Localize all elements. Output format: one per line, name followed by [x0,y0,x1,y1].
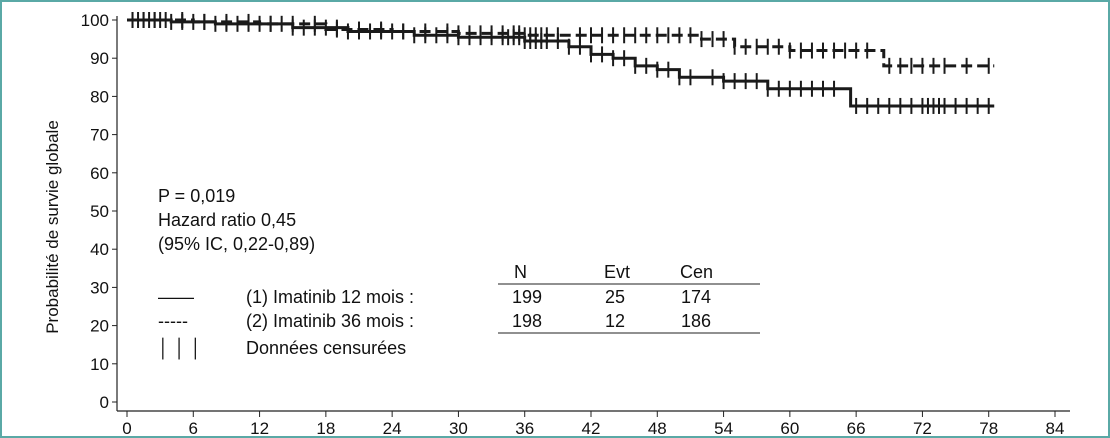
y-tick-label-60: 60 [90,164,109,183]
x-tick-label-42: 42 [582,419,601,436]
confidence-interval: (95% IC, 0,22-0,89) [158,234,315,254]
legend: N Evt Cen —— (1) Imatinib 12 mois : 199 … [158,262,760,360]
x-tick-label-24: 24 [383,419,402,436]
legend-header-evt: Evt [604,262,630,282]
legend-header-cen: Cen [680,262,713,282]
x-tick-label-72: 72 [913,419,932,436]
legend-label-12-months: (1) Imatinib 12 mois : [246,287,414,307]
y-tick-label-40: 40 [90,240,109,259]
legend-n-12-months: 199 [512,287,542,307]
legend-cen-12-months: 174 [681,287,711,307]
hazard-ratio: Hazard ratio 0,45 [158,210,296,230]
y-tick-label-0: 0 [100,393,109,412]
y-tick-label-80: 80 [90,87,109,106]
x-tick-label-0: 0 [122,419,131,436]
x-tick-label-66: 66 [847,419,866,436]
x-tick-label-12: 12 [250,419,269,436]
x-tick-label-6: 6 [189,419,198,436]
x-tick-label-60: 60 [780,419,799,436]
legend-evt-12-months: 25 [605,287,625,307]
x-tick-label-84: 84 [1046,419,1065,436]
p-value: P = 0,019 [158,186,235,206]
legend-label-censored: Données censurées [246,338,406,358]
x-tick-label-54: 54 [714,419,733,436]
legend-n-36-months: 198 [512,311,542,331]
legend-cen-36-months: 186 [681,311,711,331]
y-tick-label-90: 90 [90,49,109,68]
axes: 0 10 20 30 40 50 60 70 80 90 100 0 6 12 18 24 30 36 42 48 54… [81,11,1070,436]
y-tick-label-20: 20 [90,317,109,336]
x-tick-label-48: 48 [648,419,667,436]
survival-curves [127,12,995,114]
curve-dashed [127,18,995,68]
legend-symbol-censored: │ │ │ [158,337,202,360]
legend-evt-36-months: 12 [605,311,625,331]
legend-symbol-dashed: ----- [158,311,188,331]
y-tick-label-70: 70 [90,126,109,145]
legend-header-n: N [514,262,527,282]
stats-annotation: P = 0,019 Hazard ratio 0,45 (95% IC, 0,2… [158,186,315,254]
y-tick-label-50: 50 [90,202,109,221]
legend-symbol-solid: —— [158,287,194,307]
y-axis-label-group: Probabilité de survie globale [43,120,62,334]
y-tick-label-100: 100 [81,11,109,30]
x-tick-label-18: 18 [316,419,335,436]
legend-label-36-months: (2) Imatinib 36 mois : [246,311,414,331]
x-tick-label-36: 36 [515,419,534,436]
y-axis-label: Probabilité de survie globale [43,120,62,334]
x-tick-label-78: 78 [979,419,998,436]
curve-solid [127,18,995,108]
y-tick-label-30: 30 [90,278,109,297]
y-tick-label-10: 10 [90,355,109,374]
x-tick-label-30: 30 [449,419,468,436]
